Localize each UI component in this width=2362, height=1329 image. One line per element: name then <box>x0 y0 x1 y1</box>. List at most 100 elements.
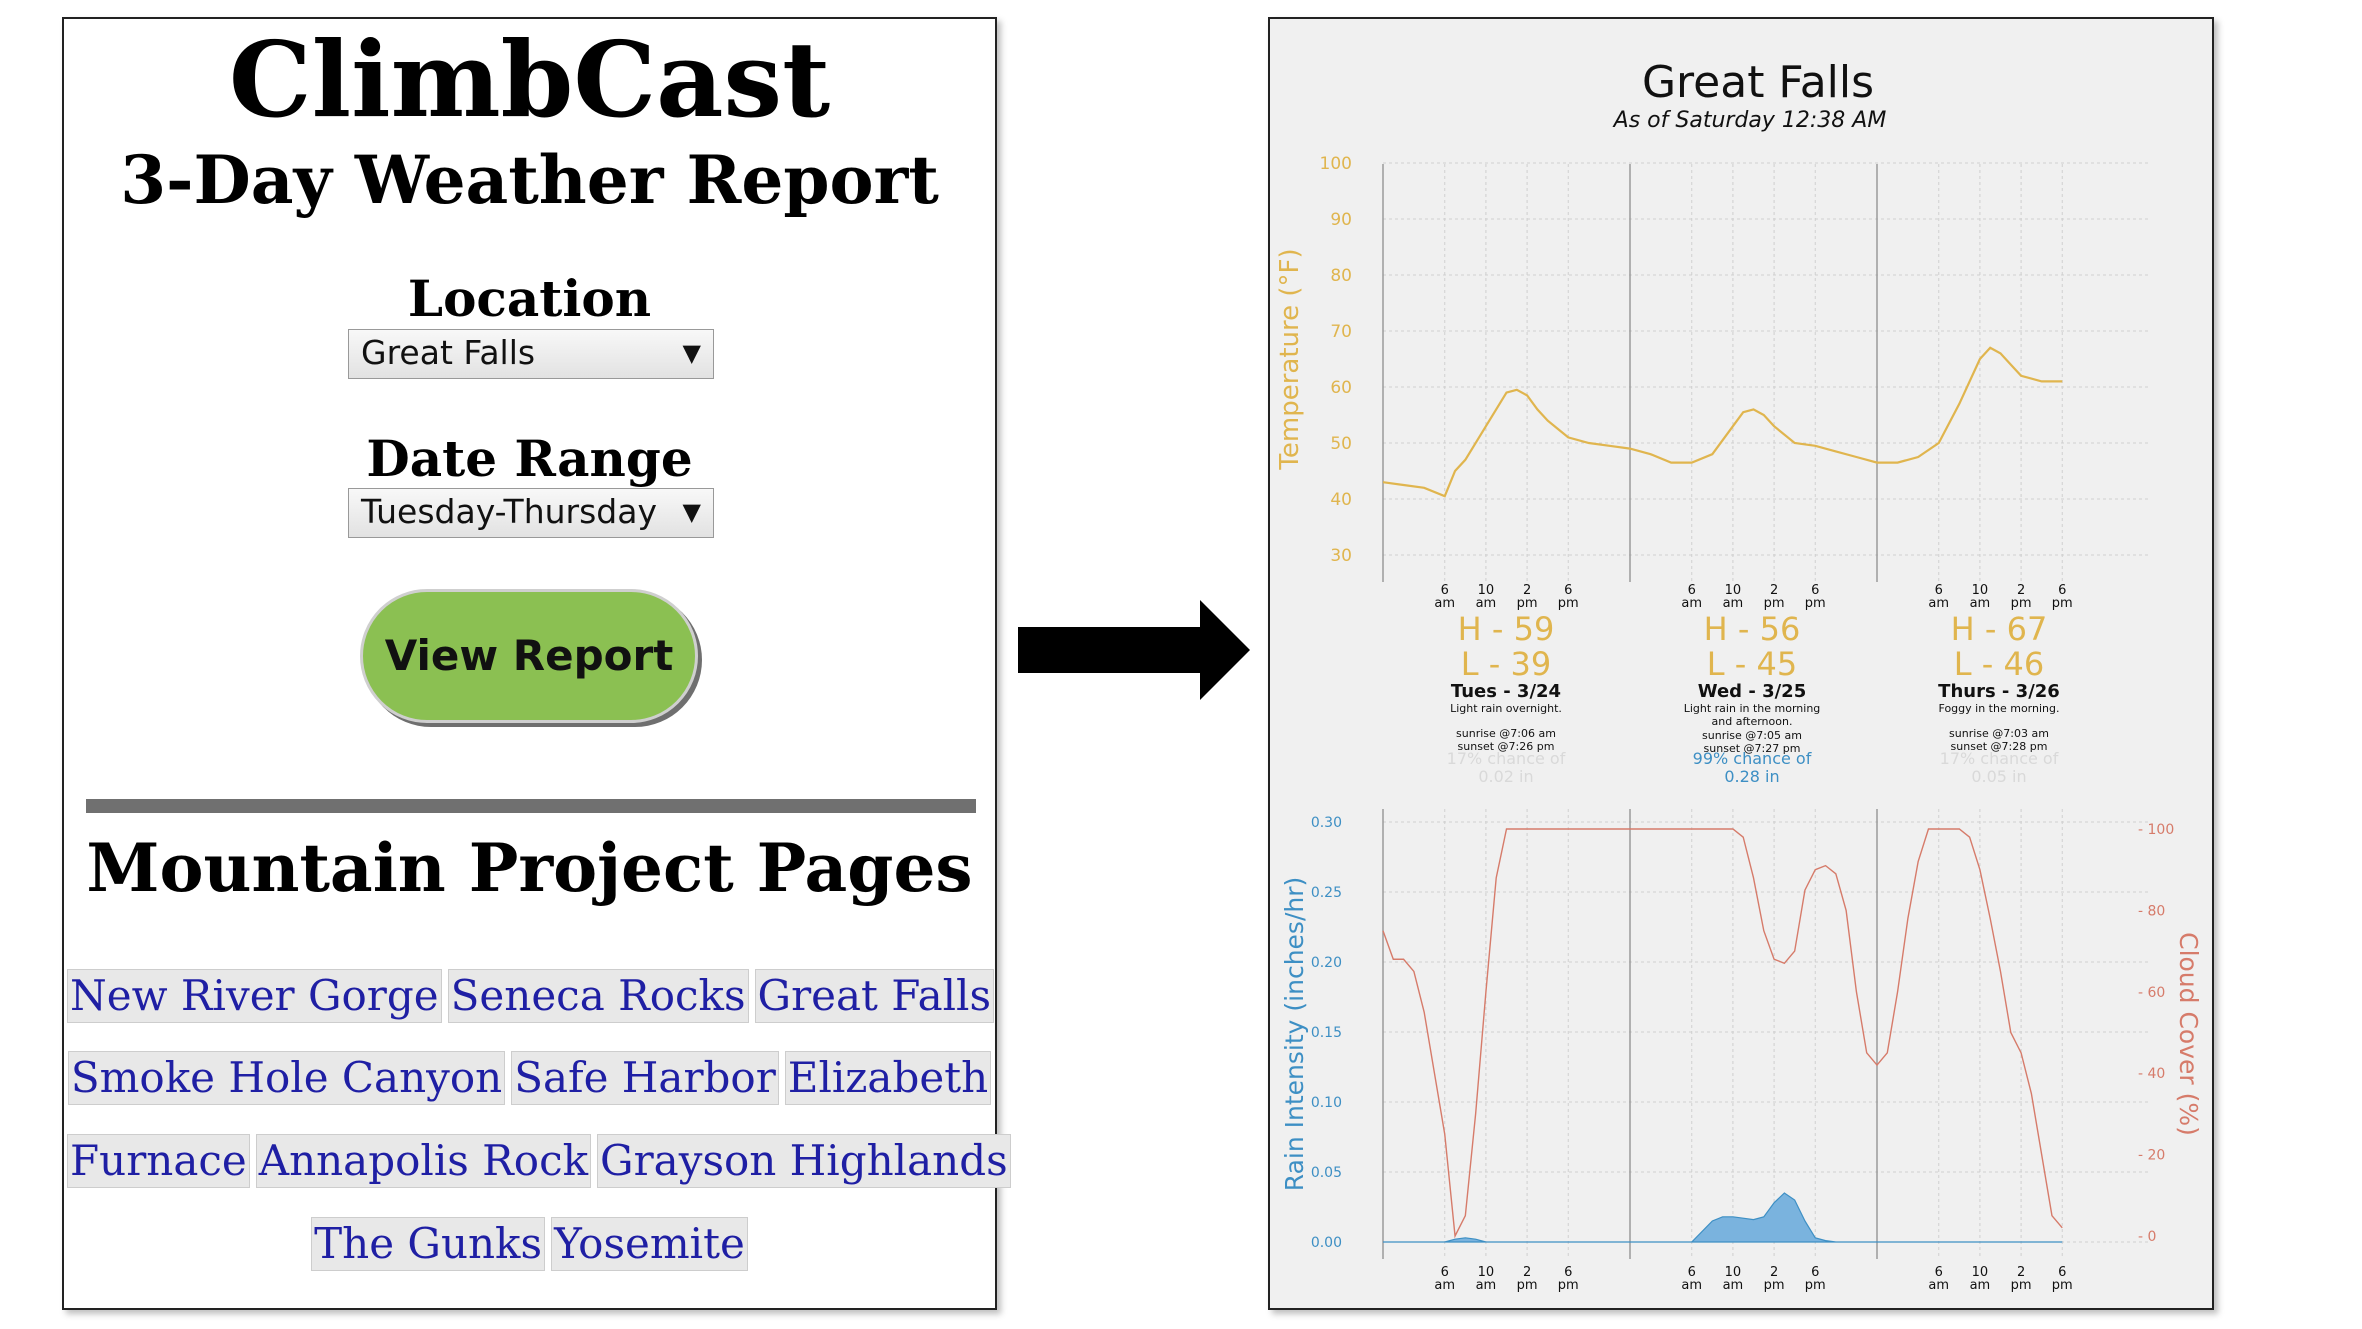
day-high: H - 67 <box>1951 610 2048 648</box>
link-elizabeth[interactable]: Elizabeth <box>784 1051 992 1105</box>
hour-tick-label: am <box>1928 1278 1949 1293</box>
hour-tick-label: am <box>1723 596 1744 611</box>
cloud-y-tick-label: - 20 <box>2138 1148 2165 1164</box>
day-low: L - 46 <box>1954 645 2044 683</box>
rain-y-tick-label: 0.00 <box>1311 1235 1342 1251</box>
day-precip-amount: 0.05 in <box>1971 767 2026 786</box>
link-yosemite[interactable]: Yosemite <box>551 1217 748 1271</box>
cloud-y-tick-label: - 0 <box>2138 1229 2156 1245</box>
hour-tick-label: am <box>1681 596 1702 611</box>
hour-tick-label: pm <box>1764 596 1785 611</box>
hour-tick-label: 2 <box>1770 1265 1778 1280</box>
link-smoke-hole-canyon[interactable]: Smoke Hole Canyon <box>67 1051 506 1105</box>
hour-tick-label: 10 <box>1478 583 1495 598</box>
link-great-falls[interactable]: Great Falls <box>754 969 995 1023</box>
hour-tick-label: am <box>1476 1278 1497 1293</box>
day-summary: Light rain overnight. <box>1450 702 1562 715</box>
hour-tick-label: 6 <box>1688 1265 1696 1280</box>
location-select[interactable]: Great Falls ▼ <box>348 329 714 379</box>
location-label: Location <box>407 269 652 328</box>
hour-tick-label: 2 <box>2017 1265 2025 1280</box>
day-sunrise: sunrise @7:03 am <box>1949 727 2049 740</box>
hour-tick-label: 10 <box>1725 583 1742 598</box>
view-report-button[interactable]: View Report <box>360 589 698 723</box>
hour-tick-label: 6 <box>1564 583 1572 598</box>
hour-tick-label: am <box>1476 596 1497 611</box>
cloud-y-tick-label: - 100 <box>2138 822 2174 838</box>
hour-tick-label: 10 <box>1972 1265 1989 1280</box>
section-divider <box>86 799 976 813</box>
hour-tick-label: pm <box>1558 596 1579 611</box>
rain-y-axis-label: Rain Intensity (inches/hr) <box>1280 877 1309 1191</box>
rain-y-tick-label: 0.20 <box>1311 955 1342 971</box>
hour-tick-label: 6 <box>1811 583 1819 598</box>
link-safe-harbor[interactable]: Safe Harbor <box>511 1051 779 1105</box>
date-range-select[interactable]: Tuesday-Thursday ▼ <box>348 488 714 538</box>
day-summary: Light rain in the morning <box>1684 702 1821 715</box>
link-furnace[interactable]: Furnace <box>67 1134 250 1188</box>
hour-tick-label: am <box>1681 1278 1702 1293</box>
hour-tick-label: 2 <box>1770 583 1778 598</box>
hour-tick-label: pm <box>1517 1278 1538 1293</box>
hour-tick-label: 6 <box>1441 1265 1449 1280</box>
cloud-y-tick-label: - 60 <box>2138 985 2165 1001</box>
location-select-value: Great Falls <box>361 333 536 372</box>
link-grayson-highlands[interactable]: Grayson Highlands <box>597 1134 1011 1188</box>
hour-tick-label: 6 <box>1688 583 1696 598</box>
link-row: Furnace Annapolis Rock Grayson Highlands <box>64 1134 1011 1188</box>
day-low: L - 45 <box>1707 645 1797 683</box>
cloud-y-tick-label: - 40 <box>2138 1066 2165 1082</box>
app-title: ClimbCast <box>228 18 831 141</box>
hour-tick-label: 6 <box>1935 1265 1943 1280</box>
temp-y-tick-label: 90 <box>1330 210 1352 230</box>
link-annapolis-rock[interactable]: Annapolis Rock <box>255 1134 592 1188</box>
right-arrow-icon <box>1018 600 1250 700</box>
day-precip-chance: 99% chance of <box>1693 749 1812 768</box>
climbcast-panel: ClimbCast 3-Day Weather Report Location … <box>62 17 1011 1310</box>
hour-tick-label: pm <box>1805 1278 1826 1293</box>
dropdown-arrow-icon: ▼ <box>682 339 701 367</box>
hour-tick-label: pm <box>1517 596 1538 611</box>
hour-tick-label: pm <box>2052 596 2073 611</box>
link-new-river-gorge[interactable]: New River Gorge <box>67 969 442 1023</box>
hour-tick-label: pm <box>1558 1278 1579 1293</box>
day-sunrise: sunrise @7:05 am <box>1702 729 1802 742</box>
day-precip-amount: 0.02 in <box>1478 767 1533 786</box>
hour-tick-label: 6 <box>1811 1265 1819 1280</box>
day-high: H - 56 <box>1704 610 1801 648</box>
link-row: The Gunks Yosemite <box>64 1217 995 1271</box>
hour-tick-label: pm <box>1764 1278 1785 1293</box>
hour-tick-label: am <box>1970 1278 1991 1293</box>
day-summary: Foggy in the morning. <box>1939 702 2060 715</box>
day-precip-amount: 0.28 in <box>1724 767 1779 786</box>
hour-tick-label: am <box>1723 1278 1744 1293</box>
temp-y-tick-label: 30 <box>1330 546 1352 566</box>
day-low: L - 39 <box>1461 645 1551 683</box>
date-range-label: Date Range <box>366 429 693 488</box>
link-the-gunks[interactable]: The Gunks <box>311 1217 546 1271</box>
hour-tick-label: 6 <box>1564 1265 1572 1280</box>
dropdown-arrow-icon: ▼ <box>682 498 701 526</box>
hour-tick-label: 10 <box>1972 583 1989 598</box>
day-sunset: sunset @7:26 pm <box>1458 740 1555 753</box>
hour-tick-label: pm <box>2052 1278 2073 1293</box>
weather-report-panel: Great Falls As of Saturday 12:38 AM 30 40… <box>1268 17 2214 1310</box>
temp-y-tick-label: 60 <box>1330 378 1352 398</box>
hour-tick-label: 6 <box>1935 583 1943 598</box>
cloud-y-tick-label: - 80 <box>2138 903 2165 919</box>
hour-tick-label: am <box>1928 596 1949 611</box>
day-date: Tues - 3/24 <box>1451 681 1561 702</box>
rain-cloud-chart: 0.00 0.05 0.10 0.15 0.20 0.25 0.30 Rain Intensi… <box>1280 809 2203 1293</box>
hour-tick-label: am <box>1970 596 1991 611</box>
date-range-select-value: Tuesday-Thursday <box>361 492 658 531</box>
app-subtitle: 3-Day Weather Report <box>120 141 939 219</box>
hour-tick-label: am <box>1434 1278 1455 1293</box>
hour-tick-label: pm <box>2011 1278 2032 1293</box>
day-sunset: sunset @7:27 pm <box>1704 742 1801 755</box>
day-summary: and afternoon. <box>1712 715 1793 728</box>
link-seneca-rocks[interactable]: Seneca Rocks <box>447 969 749 1023</box>
rain-y-tick-label: 0.05 <box>1311 1165 1342 1181</box>
hour-tick-label: 6 <box>2058 1265 2066 1280</box>
